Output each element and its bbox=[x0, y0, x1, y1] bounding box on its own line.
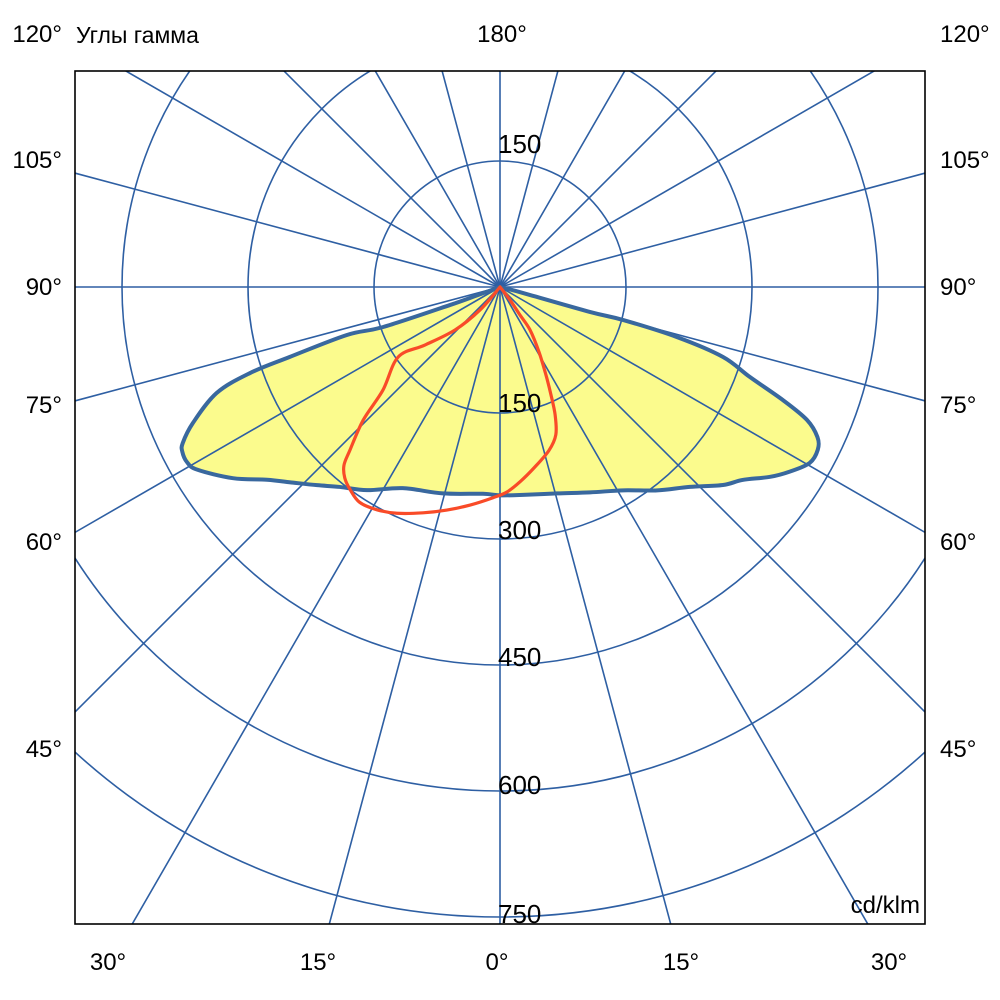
grid-radial-345 bbox=[328, 286, 501, 924]
radial-tick-300: 300 bbox=[498, 515, 542, 545]
radial-tick-750: 750 bbox=[498, 899, 542, 929]
grid-radial-60 bbox=[499, 286, 925, 534]
chart-title: Углы гамма bbox=[76, 22, 199, 48]
grid-radial-195 bbox=[441, 71, 501, 288]
grid-radial-105 bbox=[499, 172, 925, 288]
gamma-label-top-180: 180° bbox=[477, 21, 527, 48]
gamma-label-right-75: 75° bbox=[940, 392, 977, 419]
grid-radial-210 bbox=[374, 71, 501, 288]
unit-label: cd/klm bbox=[850, 892, 920, 919]
grid-radial-30 bbox=[499, 286, 869, 924]
gamma-label-bottom-15L: 15° bbox=[299, 949, 337, 976]
gamma-label-left-105: 105° bbox=[12, 147, 62, 174]
gamma-label-left-90: 90° bbox=[25, 274, 62, 301]
gamma-label-right-60: 60° bbox=[940, 529, 977, 556]
grid-radial-255 bbox=[75, 172, 501, 288]
gamma-label-bottom-30L: 30° bbox=[89, 949, 127, 976]
grid-radial-330 bbox=[131, 286, 501, 924]
grid-radial-75 bbox=[499, 286, 925, 402]
grid-radial-15 bbox=[499, 286, 672, 924]
grid-radial-45 bbox=[499, 286, 925, 714]
radial-tick-150: 150 bbox=[498, 388, 542, 418]
gamma-label-bottom-30R: 30° bbox=[870, 949, 908, 976]
gamma-label-right-90: 90° bbox=[940, 274, 977, 301]
radial-tick-600: 600 bbox=[498, 770, 542, 800]
gamma-label-left-60: 60° bbox=[25, 529, 62, 556]
grid-radial-135 bbox=[499, 71, 718, 288]
grid-radial-240 bbox=[124, 71, 501, 288]
radial-tick-150-upper: 150 bbox=[498, 129, 542, 159]
radial-tick-450: 450 bbox=[498, 642, 542, 672]
grid-radial-165 bbox=[499, 71, 559, 288]
red-plane-curve bbox=[341, 285, 558, 516]
grid-radial-285 bbox=[75, 286, 501, 402]
gamma-label-left-75: 75° bbox=[25, 392, 62, 419]
gamma-label-right-105: 105° bbox=[940, 147, 990, 174]
grid-radial-300 bbox=[75, 286, 501, 534]
gamma-label-left-45: 45° bbox=[25, 736, 62, 763]
gamma-label-right-45: 45° bbox=[940, 736, 977, 763]
plot-border bbox=[74, 70, 926, 925]
grid-radial-120 bbox=[499, 71, 876, 288]
grid-radial-225 bbox=[282, 71, 501, 288]
gamma-label-top-right-120: 120° bbox=[940, 21, 990, 48]
grid-radial-315 bbox=[75, 286, 501, 714]
gamma-label-bottom-0: 0° bbox=[485, 949, 509, 976]
gamma-label-bottom-15R: 15° bbox=[662, 949, 700, 976]
gamma-label-top-left-120: 120° bbox=[12, 21, 62, 48]
grid-radial-150 bbox=[499, 71, 626, 288]
